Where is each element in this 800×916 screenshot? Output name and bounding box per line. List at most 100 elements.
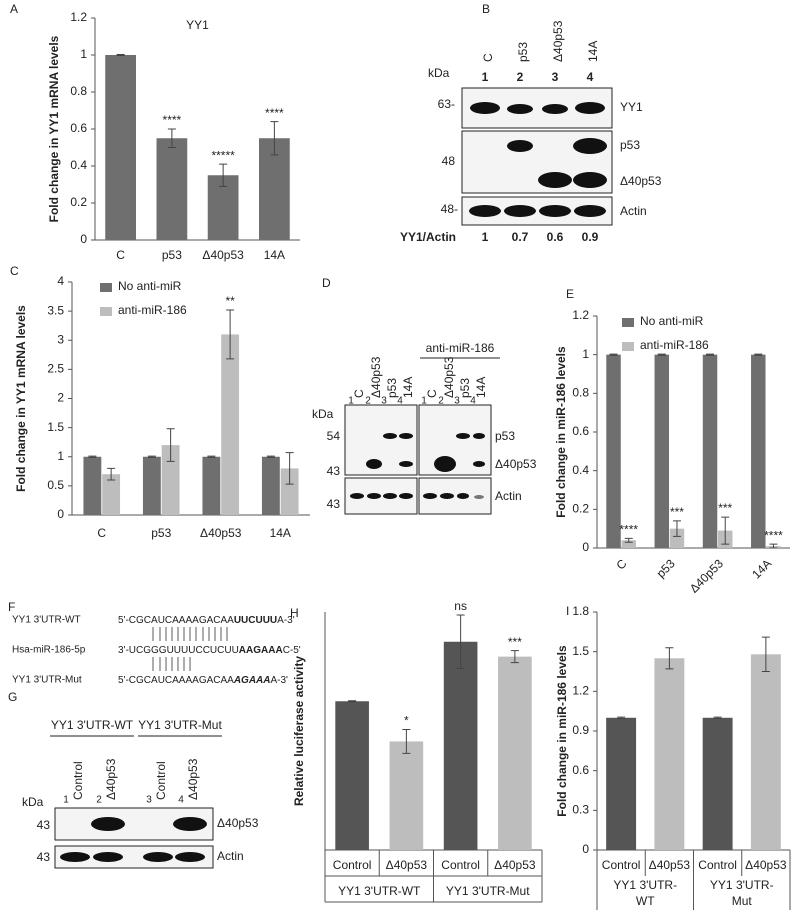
- x-tick-label: 14A: [270, 526, 291, 540]
- seq-seed: AAGAAA: [239, 645, 283, 656]
- group-label: WT: [636, 894, 655, 908]
- group-label: Mut: [732, 894, 753, 908]
- panel-label: I: [566, 604, 569, 618]
- sequence: 5'-CGCAUCAAAAGACAAUUCUUUA-3': [118, 615, 295, 626]
- blot-d-bands: [344, 404, 492, 515]
- panel-label: B: [482, 2, 490, 16]
- band: [60, 852, 90, 862]
- kda-label: kDa: [22, 795, 44, 809]
- bar: [389, 741, 424, 850]
- error-bar: [706, 353, 715, 356]
- ratio-value: 0.7: [512, 230, 529, 244]
- y-axis-title: Fold change in YY1 mRNA levels: [47, 35, 61, 222]
- lane-number: 3: [381, 396, 387, 407]
- band: [440, 493, 454, 499]
- error-bar: [147, 455, 156, 458]
- error-bar: [207, 455, 216, 458]
- lane-label: 14A: [474, 377, 488, 398]
- x-tick-label: C: [97, 526, 106, 540]
- x-tick-label: Control: [698, 858, 737, 872]
- blot-g-bands: [54, 807, 214, 869]
- lane-number: 1: [482, 70, 489, 84]
- panel-label: E: [566, 287, 574, 301]
- band: [399, 433, 413, 439]
- band-label: p53: [495, 429, 515, 443]
- y-axis-title: Relative luciferase activity: [292, 656, 306, 806]
- band: [434, 456, 456, 472]
- seq-part: C-5': [283, 645, 301, 656]
- x-tick-label: C: [116, 248, 125, 262]
- sequence: 5'-CGCAUCAAAAGACAAAGAAAA-3': [118, 675, 288, 686]
- kda-label: kDa: [428, 66, 450, 80]
- y-tick-label: 0.6: [572, 424, 589, 438]
- y-tick-label: 4: [57, 274, 64, 288]
- marker-label: 43: [37, 818, 51, 832]
- band-label: Actin: [620, 204, 647, 218]
- panel-label: C: [10, 264, 19, 278]
- seq-mutated: AGAAA: [233, 675, 271, 686]
- y-tick-label: 1.2: [572, 684, 589, 698]
- bar: [702, 717, 733, 850]
- bar: [654, 354, 670, 548]
- band: [423, 493, 437, 499]
- lane-number: 4: [587, 70, 594, 84]
- lane-label: Δ40p53: [551, 20, 565, 62]
- bar: [654, 658, 685, 850]
- band: [456, 433, 470, 439]
- band: [538, 172, 572, 188]
- y-tick-label: 1: [57, 449, 64, 463]
- band: [366, 459, 382, 469]
- lane-number: 4: [397, 396, 403, 407]
- y-tick-label: 1: [582, 347, 589, 361]
- base-pairing: [152, 627, 228, 671]
- ratio-label: YY1/Actin: [400, 230, 456, 244]
- significance-label: ns: [454, 599, 467, 613]
- chart-title: YY1: [186, 18, 209, 32]
- seq-part: 5'-CGCAUCAAAAGACAA: [118, 615, 234, 626]
- sequence-label: YY1 3'UTR-Mut: [12, 675, 82, 686]
- error-bar: [266, 455, 275, 458]
- y-tick-label: 3: [57, 332, 64, 346]
- seq-part: A-3': [277, 615, 295, 626]
- error-bar: [510, 650, 519, 664]
- error-bar: [226, 309, 235, 360]
- band: [542, 104, 568, 114]
- lane-label: Δ40p53: [104, 758, 118, 800]
- y-tick-label: 3.5: [47, 303, 64, 317]
- ratio-value: 1: [482, 230, 489, 244]
- band-label: Δ40p53: [217, 816, 259, 830]
- x-tick-label: Δ40p53: [200, 526, 242, 540]
- lane-number: 3: [552, 70, 559, 84]
- significance-label: ***: [508, 635, 522, 649]
- bar: [498, 656, 532, 850]
- y-tick-label: 2.5: [47, 362, 64, 376]
- significance-label: ****: [619, 523, 638, 537]
- lane-label: p53: [458, 378, 472, 398]
- error-bar: [107, 467, 116, 481]
- band: [93, 852, 123, 862]
- seq-part: 3'-UCGGGUUUUCCUCUU: [118, 645, 239, 656]
- band: [383, 493, 397, 499]
- lane-number: 1: [421, 396, 427, 407]
- y-tick-label: 0.3: [572, 803, 589, 817]
- x-tick-label: Control: [602, 858, 641, 872]
- panel-label: G: [8, 690, 17, 704]
- blot-heading: YY1 3'UTR-WT: [51, 718, 134, 732]
- ratio-value: 0.9: [582, 230, 599, 244]
- error-bar: [657, 353, 666, 356]
- band: [91, 817, 125, 831]
- y-tick-label: 0: [582, 540, 589, 554]
- error-bar: [167, 128, 176, 148]
- marker-label: 43: [37, 850, 51, 864]
- x-tick-label: p53: [162, 248, 182, 262]
- bar: [280, 468, 299, 515]
- band: [399, 493, 413, 499]
- error-bar: [617, 716, 626, 719]
- band: [507, 140, 533, 152]
- bar: [202, 456, 221, 515]
- y-tick-label: 0: [80, 232, 87, 246]
- pair-lines: [152, 657, 191, 671]
- error-bar: [116, 53, 125, 57]
- band: [470, 102, 500, 114]
